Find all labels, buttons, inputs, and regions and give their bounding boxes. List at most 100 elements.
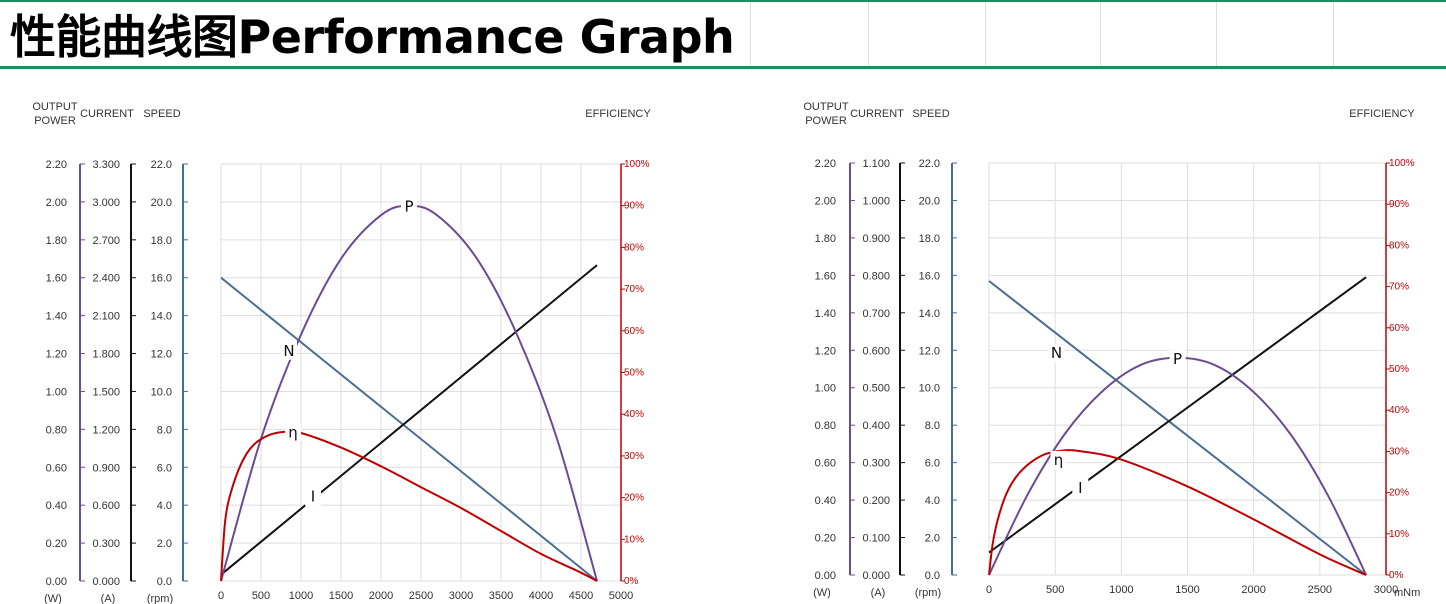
curve-label-I: I (1078, 479, 1082, 497)
power-tick-label: 0.80 (46, 424, 67, 436)
curve-label-bg (1048, 344, 1065, 363)
power-tick-label: 1.20 (815, 345, 836, 357)
speed-tick-label: 22.0 (151, 159, 172, 171)
current-tick-label: 0.000 (862, 570, 890, 582)
x-tick-label: 2000 (1241, 584, 1265, 596)
efficiency-tick-label: 70% (1389, 282, 1409, 293)
current-tick-label: 1.200 (92, 424, 120, 436)
x-tick-label: 5000 (609, 590, 633, 602)
power-tick-label: 0.60 (815, 458, 836, 470)
power-tick-label: 2.20 (46, 159, 67, 171)
speed-tick-label: 14.0 (919, 308, 940, 320)
sheet-grid-line (868, 2, 869, 66)
curve-efficiency-eta (988, 449, 1367, 576)
speed-tick-label: 20.0 (151, 197, 172, 209)
current-tick-label: 3.300 (92, 159, 120, 171)
speed-tick-label: 16.0 (151, 273, 172, 285)
power-tick-label: 0.20 (46, 538, 67, 550)
speed-tick-label: 0.0 (925, 570, 940, 582)
power-unit-label: (W) (44, 593, 62, 604)
speed-unit-label: (rpm) (915, 587, 941, 599)
efficiency-axis-title: EFFICIENCY (1349, 108, 1415, 120)
speed-tick-label: 2.0 (157, 538, 172, 550)
curve-label-N: N (283, 342, 294, 360)
curve-speed-N (988, 280, 1367, 576)
x-tick-label: 500 (1046, 584, 1064, 596)
sheet-grid-line (1100, 2, 1101, 66)
power-unit-label: (W) (813, 587, 831, 599)
x-tick-label: 1000 (1109, 584, 1133, 596)
x-tick-label: 500 (252, 590, 270, 602)
curve-label-N: N (1051, 344, 1062, 362)
curve-label-I: I (311, 488, 315, 506)
power-tick-label: 0.40 (815, 495, 836, 507)
speed-tick-label: 18.0 (151, 235, 172, 247)
sheet-grid-line (1333, 2, 1334, 66)
power-tick-label: 1.00 (46, 386, 67, 398)
efficiency-tick-label: 10% (624, 534, 644, 545)
current-tick-label: 2.700 (92, 235, 120, 247)
curve-label-bg (401, 197, 417, 216)
speed-tick-label: 14.0 (151, 311, 172, 323)
x-tick-label: 2000 (369, 590, 393, 602)
curve-label-eta: η (1054, 451, 1064, 469)
speed-axis-title: SPEED (143, 108, 180, 120)
curve-speed-N (220, 276, 598, 582)
current-unit-label: (A) (101, 593, 116, 604)
current-tick-label: 0.000 (92, 576, 120, 588)
efficiency-tick-label: 20% (1389, 488, 1409, 499)
speed-tick-label: 8.0 (157, 424, 172, 436)
efficiency-tick-label: 70% (624, 284, 644, 295)
sheet-grid-line (1216, 2, 1217, 66)
speed-tick-label: 10.0 (151, 386, 172, 398)
curve-label-bg (305, 487, 321, 506)
power-axis-title: OUTPUT (32, 101, 78, 113)
curve-label-P: P (1173, 350, 1182, 368)
curve-efficiency-eta (220, 430, 598, 582)
current-tick-label: 0.400 (862, 420, 890, 432)
x-unit-label: mNm (1394, 587, 1420, 599)
power-tick-label: 0.60 (46, 462, 67, 474)
speed-tick-label: 22.0 (919, 158, 940, 170)
efficiency-tick-label: 50% (1389, 364, 1409, 375)
power-tick-label: 1.60 (46, 273, 67, 285)
efficiency-tick-label: 80% (1389, 240, 1409, 251)
speed-tick-label: 12.0 (919, 345, 940, 357)
efficiency-tick-label: 90% (624, 201, 644, 212)
efficiency-tick-label: 40% (624, 409, 644, 420)
speed-tick-label: 6.0 (157, 462, 172, 474)
power-axis-title: OUTPUT (803, 101, 849, 113)
curve-current-I (988, 276, 1367, 554)
x-tick-label: 1000 (289, 590, 313, 602)
efficiency-tick-label: 50% (624, 368, 644, 379)
speed-tick-label: 6.0 (925, 458, 940, 470)
speed-tick-label: 0.0 (157, 576, 172, 588)
x-tick-label: 3000 (1374, 584, 1398, 596)
current-tick-label: 0.600 (862, 345, 890, 357)
speed-tick-label: 10.0 (919, 383, 940, 395)
power-tick-label: 0.20 (815, 533, 836, 545)
current-tick-label: 1.800 (92, 349, 120, 361)
current-tick-label: 1.100 (862, 158, 890, 170)
current-tick-label: 0.500 (862, 383, 890, 395)
current-axis-title: CURRENT (80, 108, 134, 120)
curve-label-bg (1072, 478, 1089, 497)
speed-tick-label: 4.0 (157, 500, 172, 512)
speed-tick-label: 16.0 (919, 270, 940, 282)
x-tick-label: 0 (986, 584, 992, 596)
x-tick-label: 2500 (1308, 584, 1332, 596)
speed-tick-label: 2.0 (925, 533, 940, 545)
efficiency-tick-label: 40% (1389, 405, 1409, 416)
speed-axis-title: SPEED (912, 108, 949, 120)
sheet-grid-line (750, 2, 751, 66)
efficiency-tick-label: 30% (624, 451, 644, 462)
x-tick-label: 3500 (489, 590, 513, 602)
x-tick-label: 1500 (329, 590, 353, 602)
power-tick-label: 1.00 (815, 383, 836, 395)
power-tick-label: 1.40 (815, 308, 836, 320)
efficiency-tick-label: 90% (1389, 199, 1409, 210)
curve-label-bg (1169, 349, 1186, 368)
x-tick-label: 4500 (569, 590, 593, 602)
